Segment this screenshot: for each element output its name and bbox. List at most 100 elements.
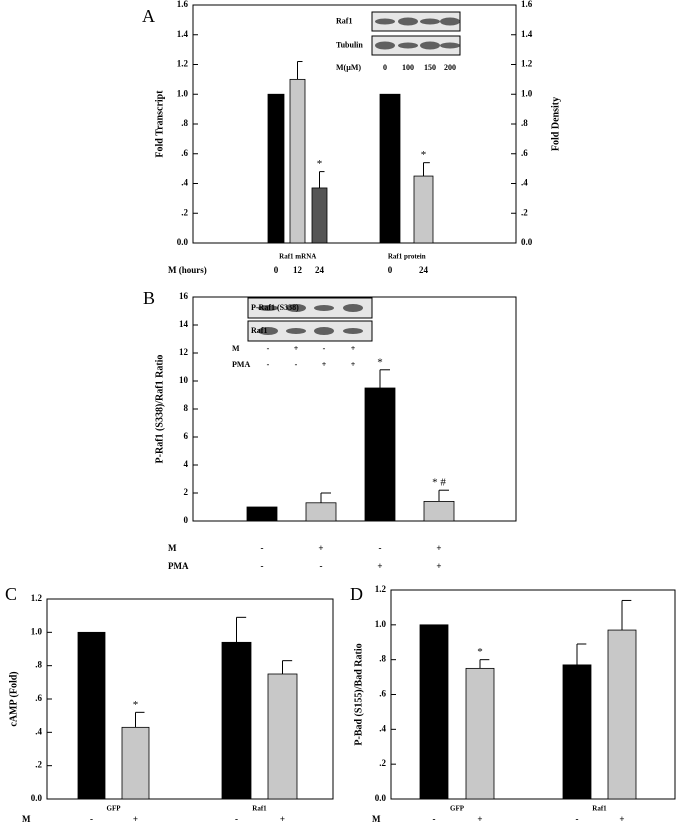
row-value: 0	[274, 265, 279, 275]
condition-value: -	[267, 360, 270, 369]
y-tick-label: .6	[379, 689, 386, 699]
y-tick-label: 1.2	[375, 584, 387, 594]
annotation: *	[377, 356, 383, 368]
row-value: 24	[315, 265, 325, 275]
y-tick-label: 16	[179, 291, 189, 301]
row-name: M	[22, 814, 31, 824]
y2-tick-label: 1.0	[521, 88, 533, 98]
y-tick-label: 14	[179, 319, 189, 329]
y-tick-label: .6	[35, 693, 42, 703]
y-tick-label: .2	[379, 758, 386, 768]
condition-value: -	[267, 344, 270, 353]
row-value: -	[235, 814, 238, 824]
y-axis-label: Fold Transcript	[154, 90, 165, 158]
bar	[77, 631, 106, 800]
y-tick-label: 4	[184, 459, 189, 469]
bar	[423, 500, 455, 522]
bar	[267, 673, 298, 800]
y-tick-label: 1.0	[31, 626, 43, 636]
y2-tick-label: 1.6	[521, 0, 533, 9]
y-tick-label: 0.0	[31, 793, 43, 803]
annotation: *	[477, 646, 483, 658]
condition-name: M	[232, 344, 240, 353]
blot-label: Raf1	[251, 326, 267, 335]
condition-value: 150	[424, 63, 436, 72]
blot-band	[343, 304, 363, 312]
row-value: 24	[419, 265, 429, 275]
y-tick-label: .8	[181, 118, 188, 128]
bar	[562, 664, 592, 800]
y-tick-label: 8	[184, 403, 189, 413]
bar	[221, 641, 252, 800]
y-tick-label: .4	[181, 178, 188, 188]
blot-label: Tubulin	[336, 40, 363, 49]
condition-value: 100	[402, 63, 414, 72]
bar	[607, 629, 637, 800]
blot-band	[314, 327, 334, 335]
y-tick-label: 0.0	[375, 793, 387, 803]
condition-value: 0	[383, 63, 387, 72]
group-label: Raf1 mRNA	[279, 253, 316, 261]
row-value: -	[576, 814, 579, 824]
y-tick-label: 1.6	[177, 0, 189, 9]
blot-band	[440, 42, 460, 49]
y-tick-label: 1.0	[177, 88, 189, 98]
y-tick-label: .4	[379, 723, 386, 733]
bar	[379, 93, 401, 244]
blot-band	[258, 327, 278, 335]
row-value: +	[619, 814, 624, 824]
y2-tick-label: 1.4	[521, 29, 533, 39]
bar	[267, 93, 285, 244]
group-label: Raf1	[592, 805, 607, 813]
row-name: M (hours)	[168, 265, 207, 275]
blot-band	[314, 305, 334, 311]
y-axis-label: P-Bad (S155)/Bad Ratio	[353, 643, 364, 745]
y-axis-label: cAMP (Fold)	[8, 671, 19, 726]
y2-tick-label: 1.2	[521, 59, 533, 69]
group-label: GFP	[450, 805, 465, 813]
row-value: +	[436, 561, 441, 571]
y-tick-label: .8	[379, 654, 386, 664]
group-label: Raf1 protein	[388, 253, 426, 261]
y-tick-label: 1.4	[177, 29, 189, 39]
y2-tick-label: .8	[521, 118, 528, 128]
blot-band	[420, 18, 440, 25]
blot-band	[420, 41, 440, 50]
row-value: +	[318, 543, 323, 553]
condition-name: M(µM)	[336, 63, 361, 72]
annotation: *	[133, 699, 139, 711]
group-label: Raf1	[252, 805, 267, 813]
row-value: +	[377, 561, 382, 571]
blot-band	[440, 17, 460, 26]
blot-band	[286, 328, 306, 334]
bar	[311, 187, 328, 244]
y-tick-label: 2	[184, 487, 189, 497]
row-value: -	[320, 561, 323, 571]
panel-letter: D	[350, 584, 363, 604]
bar	[364, 387, 396, 522]
row-value: -	[379, 543, 382, 553]
y2-tick-label: .4	[521, 178, 528, 188]
row-value: -	[90, 814, 93, 824]
condition-value: -	[323, 344, 326, 353]
condition-value: +	[351, 360, 356, 369]
y-tick-label: .6	[181, 148, 188, 158]
condition-value: +	[322, 360, 327, 369]
y2-tick-label: 0.0	[521, 237, 533, 247]
row-name: PMA	[168, 561, 189, 571]
y-tick-label: .8	[35, 660, 42, 670]
bar	[413, 175, 434, 244]
row-value: 0	[388, 265, 393, 275]
panel-letter: C	[5, 584, 17, 604]
row-name: M	[168, 543, 177, 553]
y-axis-label: P-Raf1 (S338)/Raf1 Ratio	[154, 355, 165, 464]
row-value: +	[477, 814, 482, 824]
y-tick-label: 10	[179, 375, 189, 385]
y-tick-label: 6	[184, 431, 189, 441]
bar	[305, 502, 337, 522]
blot-band	[375, 41, 395, 50]
annotation: *	[421, 149, 427, 161]
row-value: -	[261, 543, 264, 553]
bar	[246, 506, 278, 522]
